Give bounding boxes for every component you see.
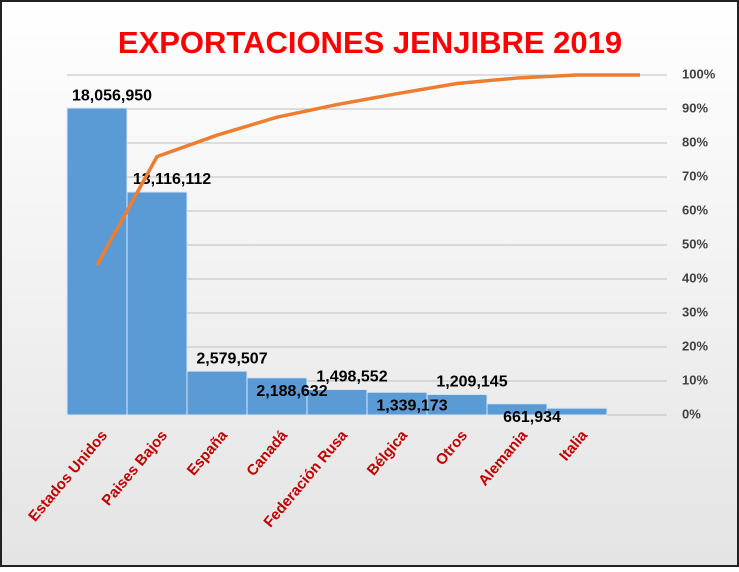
y2-tick-label: 40% [682, 270, 708, 285]
y2-tick-label: 0% [682, 406, 701, 421]
data-label: 2,188,632 [256, 383, 327, 400]
chart-title: EXPORTACIONES JENJIBRE 2019 [118, 25, 622, 60]
data-label: 1,209,145 [436, 374, 507, 391]
line [95, 73, 640, 267]
data-label: 13,116,112 [133, 171, 211, 188]
y2-tick-label: 20% [682, 338, 708, 353]
y2-tick-label: 30% [682, 304, 708, 319]
bar [246, 377, 308, 416]
y2-tick-label: 70% [682, 168, 708, 183]
data-label: 2,579,507 [196, 350, 267, 367]
data-label: 18,056,950 [72, 87, 152, 104]
y2-tick-label: 100% [682, 66, 716, 81]
data-label: 1,498,552 [316, 369, 387, 386]
y2-tick-label: 90% [682, 100, 708, 115]
bar [126, 191, 188, 416]
y2-tick-label: 50% [682, 236, 708, 251]
bar [66, 107, 128, 416]
data-label: 661,934 [503, 409, 561, 426]
data-label: 1,339,173 [376, 397, 447, 414]
y2-tick-label: 80% [682, 134, 708, 149]
y2-tick-label: 60% [682, 202, 708, 217]
bar [186, 370, 248, 416]
y2-tick-label: 10% [682, 372, 708, 387]
bar [546, 407, 608, 416]
